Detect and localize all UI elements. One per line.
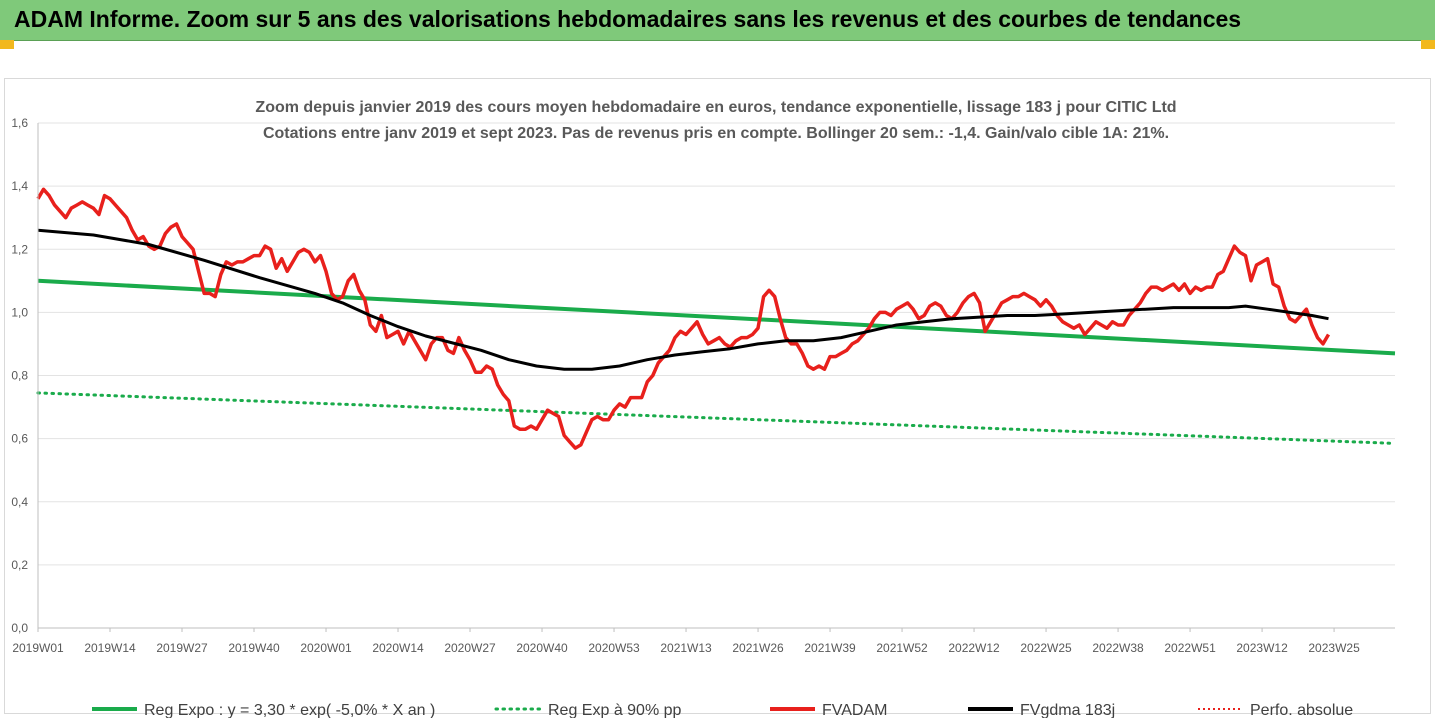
x-tick-label: 2019W01 — [12, 641, 64, 655]
x-tick-label: 2022W51 — [1164, 641, 1216, 655]
report-title: ADAM Informe. Zoom sur 5 ans des valoris… — [14, 6, 1242, 32]
x-tick-label: 2021W13 — [660, 641, 712, 655]
y-tick-label: 1,6 — [11, 116, 28, 130]
y-tick-label: 0,2 — [11, 558, 28, 572]
legend: Reg Expo : y = 3,30 * exp( -5,0% * X an … — [92, 702, 1353, 718]
y-tick-label: 0,8 — [11, 369, 28, 383]
chart-frame — [4, 78, 1431, 714]
legend-label: Reg Exp à 90% pp — [548, 702, 682, 718]
x-tick-label: 2023W12 — [1236, 641, 1288, 655]
legend-item-fvgdma: FVgdma 183j — [968, 702, 1115, 718]
x-tick-label: 2020W14 — [372, 641, 424, 655]
chart-subtitle-line: Cotations entre janv 2019 et sept 2023. … — [263, 125, 1169, 142]
reg-expo-line — [37, 278, 1396, 356]
legend-item-reg-90: Reg Exp à 90% pp — [494, 702, 682, 718]
reg-expo-90-line — [36, 391, 1397, 445]
y-tick-label: 0,0 — [11, 621, 28, 635]
legend-label: FVADAM — [822, 702, 887, 718]
x-tick-label: 2019W14 — [84, 641, 136, 655]
chart-subtitle-line: Zoom depuis janvier 2019 des cours moyen… — [255, 99, 1176, 116]
corner-marker-left — [0, 40, 14, 49]
legend-item-fvadam: FVADAM — [770, 702, 887, 718]
y-tick-label: 1,0 — [11, 305, 28, 319]
y-tick-label: 1,2 — [11, 242, 28, 256]
x-tick-label: 2021W26 — [732, 641, 784, 655]
x-tick-label: 2019W27 — [156, 641, 208, 655]
x-tick-label: 2020W53 — [588, 641, 640, 655]
x-tick-label: 2020W01 — [300, 641, 352, 655]
legend-label: FVgdma 183j — [1020, 702, 1115, 718]
axes: 0,0 0,2 0,4 0,6 0,8 1,0 1,2 1,4 1,6 2019W01 2019W1… — [11, 116, 1395, 655]
x-tick-label: 2022W12 — [948, 641, 1000, 655]
legend-item-reg-expo: Reg Expo : y = 3,30 * exp( -5,0% * X an … — [92, 702, 435, 718]
x-tick-label: 2022W25 — [1020, 641, 1072, 655]
x-tick-label: 2020W40 — [516, 641, 568, 655]
legend-label: Reg Expo : y = 3,30 * exp( -5,0% * X an … — [144, 702, 435, 718]
chart-text: Zoom depuis janvier 2019 des cours moyen… — [255, 99, 1176, 142]
y-tick-label: 1,4 — [11, 179, 28, 193]
y-tick-label: 0,4 — [11, 495, 28, 509]
report-header: ADAM Informe. Zoom sur 5 ans des valoris… — [0, 0, 1435, 41]
x-tick-label: 2023W25 — [1308, 641, 1360, 655]
fvadam-line — [36, 187, 1331, 450]
x-tick-label: 2019W40 — [228, 641, 280, 655]
x-tick-label: 2022W38 — [1092, 641, 1144, 655]
corner-marker-right — [1421, 40, 1435, 49]
legend-item-perfo: Perfo. absolue — [1198, 702, 1353, 718]
x-tick-label: 2021W52 — [876, 641, 928, 655]
x-tick-label: 2020W27 — [444, 641, 496, 655]
y-tick-label: 0,6 — [11, 432, 28, 446]
legend-label: Perfo. absolue — [1250, 702, 1353, 718]
series-lines — [36, 187, 1397, 450]
fvgdma-183j-line — [37, 228, 1329, 371]
x-tick-label: 2021W39 — [804, 641, 856, 655]
